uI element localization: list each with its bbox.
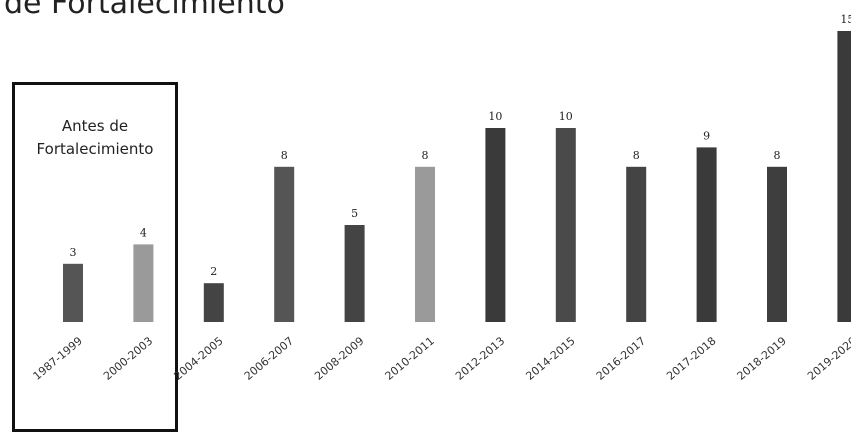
value-label-2000-2003: 4: [140, 226, 147, 239]
tick-label-2006-2007: 2006-2007: [242, 334, 296, 383]
bar-2010-2011: [415, 167, 435, 322]
value-label-2017-2018: 9: [703, 129, 710, 142]
value-label-2006-2007: 8: [281, 149, 288, 162]
bar-2017-2018: [697, 147, 717, 322]
tick-label-2012-2013: 2012-2013: [453, 334, 507, 383]
tick-label-2014-2015: 2014-2015: [523, 334, 577, 383]
bar-2014-2015: [556, 128, 576, 322]
value-label-2010-2011: 8: [422, 149, 429, 162]
tick-label-2008-2009: 2008-2009: [312, 334, 366, 383]
tick-label-2000-2003: 2000-2003: [101, 334, 155, 383]
tick-label-2019-2020: 2019-2020: [805, 334, 851, 383]
bar-2016-2017: [626, 167, 646, 322]
value-label-2018-2019: 8: [774, 149, 781, 162]
value-label-2012-2013: 10: [488, 110, 502, 123]
bar-1987-1999: [63, 264, 83, 322]
bar-2019-2020: [837, 31, 851, 322]
value-label-1987-1999: 3: [70, 246, 77, 259]
bar-2006-2007: [274, 167, 294, 322]
value-label-2014-2015: 10: [559, 110, 573, 123]
tick-label-2018-2019: 2018-2019: [735, 334, 789, 383]
tick-label-2010-2011: 2010-2011: [383, 334, 437, 383]
value-label-2004-2005: 2: [210, 265, 217, 278]
bar-2018-2019: [767, 167, 787, 322]
bar-2012-2013: [485, 128, 505, 322]
value-label-2019-2020: 15: [840, 13, 851, 26]
bars-group: [63, 31, 851, 322]
bar-chart: 3 4 2 8 5 8 10 10 8 9 8 15 1987-1999 2000-2003 2004-2…: [0, 0, 851, 420]
bar-2004-2005: [204, 283, 224, 322]
tick-label-1987-1999: 1987-1999: [31, 334, 85, 383]
tick-label-2016-2017: 2016-2017: [594, 334, 648, 383]
tick-labels-group: 1987-1999 2000-2003 2004-2005 2006-2007 2008…: [31, 334, 851, 383]
bar-2000-2003: [133, 244, 153, 322]
bar-2008-2009: [345, 225, 365, 322]
tick-label-2017-2018: 2017-2018: [664, 334, 718, 383]
value-labels-group: 3 4 2 8 5 8 10 10 8 9 8 15: [70, 13, 851, 278]
value-label-2016-2017: 8: [633, 149, 640, 162]
value-label-2008-2009: 5: [351, 207, 358, 220]
tick-label-2004-2005: 2004-2005: [171, 334, 225, 383]
